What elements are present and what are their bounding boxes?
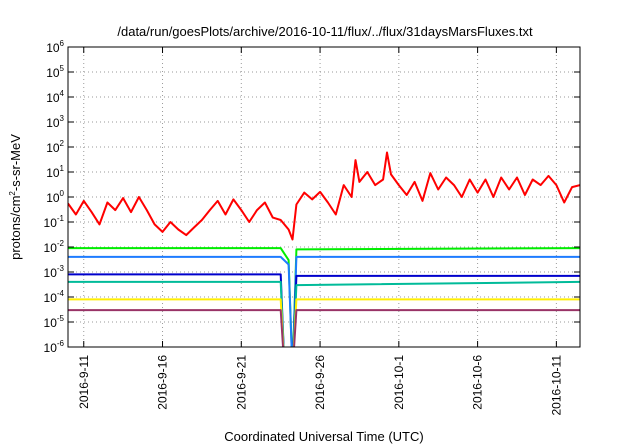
series-line-1 [68,151,580,241]
y-tick-label: 100 [46,189,64,205]
y-tick-label: 10-6 [44,339,65,355]
series-line-7 [68,309,580,347]
x-tick-label: 2016-9-21 [234,355,248,410]
plot-area [68,151,580,347]
y-tick-label: 10-4 [44,289,65,305]
y-tick-label: 10-2 [44,239,65,255]
series-line-3 [68,255,580,347]
y-tick-label: 103 [46,114,64,130]
y-tick-label: 101 [46,164,64,180]
x-axis: 2016-9-11 2016-9-16 2016-9-21 2016-9-26 2016… [77,47,563,416]
x-tick-label: 2016-9-16 [156,355,170,410]
y-tick-label: 102 [46,139,64,155]
y-tick-label: 105 [46,64,64,80]
x-tick-label: 2016-10-1 [392,355,406,410]
y-tick-label: 10-1 [44,214,65,230]
y-tick-label: 104 [46,89,64,105]
y-tick-label: 10-5 [44,314,65,330]
y-axis: 10-6 10-5 10-4 10-3 10-2 10-1 100 101 102 103 104 1… [44,39,580,355]
x-axis-label: Coordinated Universal Time (UTC) [224,429,423,444]
x-tick-label: 2016-9-26 [313,355,327,410]
y-tick-label: 10-3 [44,264,65,280]
series-line-4 [68,273,580,347]
chart-title: /data/run/goesPlots/archive/2016-10-11/f… [117,24,533,39]
series-line-5 [68,280,580,347]
x-tick-label: 2016-9-11 [77,355,91,409]
y-axis-label: protons/cm2-s-sr-MeV [8,134,23,260]
y-tick-label: 106 [46,39,64,55]
x-tick-label: 2016-10-11 [549,355,563,416]
x-tick-label: 2016-10-6 [471,355,485,410]
series-line-6 [68,298,580,347]
